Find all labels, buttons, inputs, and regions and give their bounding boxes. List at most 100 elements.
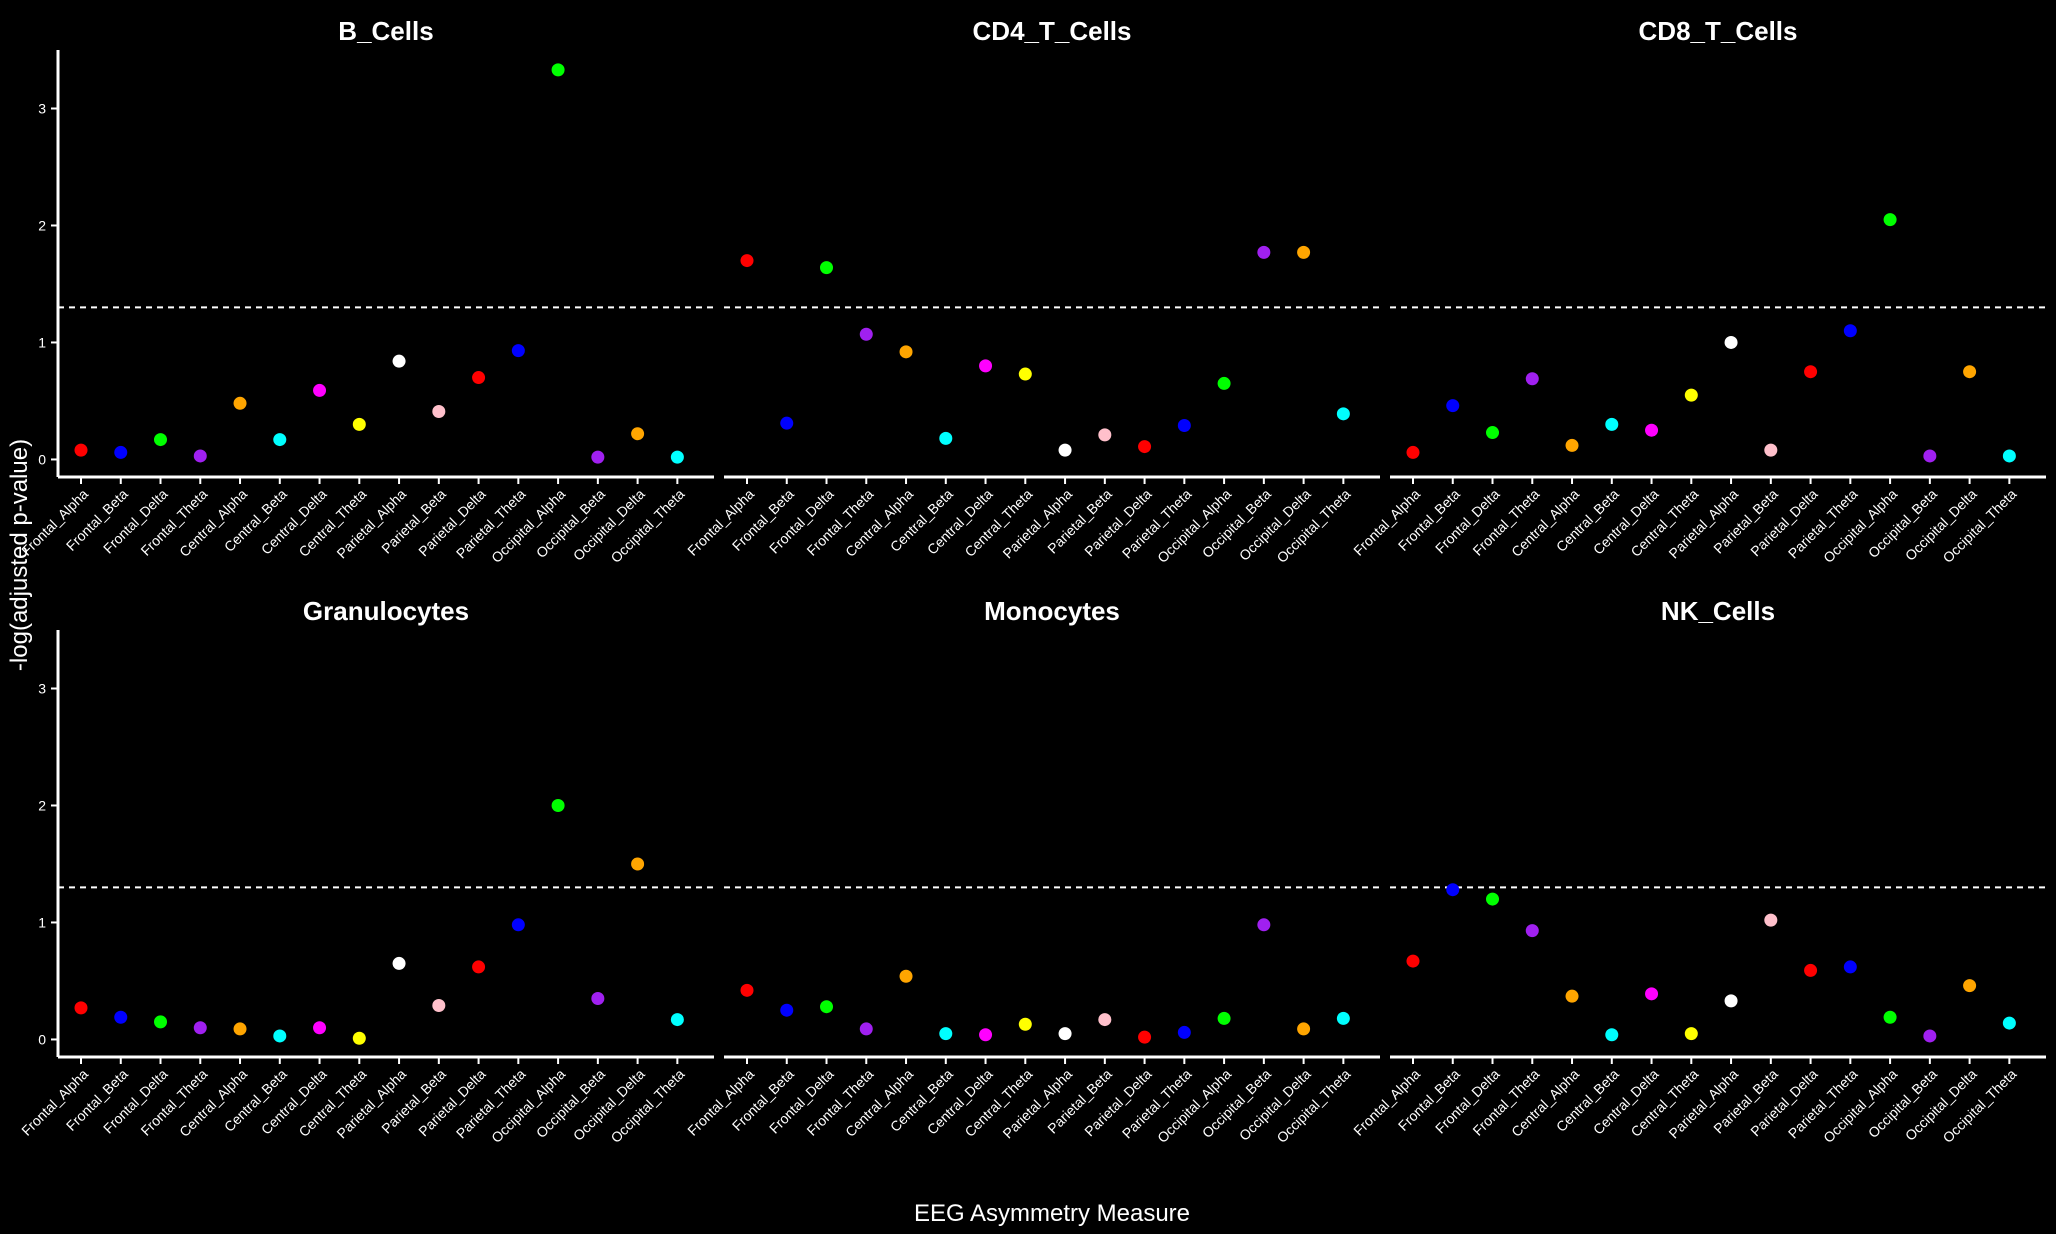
data-point-b-cells-frontal-theta [193, 449, 207, 463]
data-point-monocytes-central-beta [939, 1027, 953, 1041]
x-tick-label-occipital-theta: Occipital_Theta [607, 1066, 687, 1146]
data-point-monocytes-central-theta [1018, 1017, 1032, 1031]
data-point-cd8-t-cells-occipital-theta [2002, 449, 2016, 463]
y-tick-label: 2 [38, 217, 46, 233]
data-point-b-cells-parietal-theta [511, 344, 525, 358]
data-point-granulocytes-central-theta [352, 1031, 366, 1045]
data-point-b-cells-parietal-alpha [392, 354, 406, 368]
data-point-cd8-t-cells-occipital-beta [1923, 449, 1937, 463]
y-tick-label: 0 [38, 1031, 46, 1047]
data-point-monocytes-parietal-alpha [1058, 1027, 1072, 1041]
data-point-cd8-t-cells-parietal-delta [1804, 365, 1818, 379]
panel-title-granulocytes: Granulocytes [303, 596, 469, 626]
x-tick-label-parietal-theta: Parietal_Theta [1119, 486, 1195, 562]
data-point-cd4-t-cells-frontal-beta [780, 416, 794, 430]
data-point-monocytes-central-delta [979, 1028, 993, 1042]
data-point-monocytes-occipital-delta [1297, 1022, 1311, 1036]
data-point-granulocytes-frontal-delta [154, 1015, 168, 1029]
x-tick-label-occipital-theta: Occipital_Theta [1273, 1066, 1353, 1146]
facet-panels: B_Cells0123Frontal_AlphaFrontal_BetaFron… [18, 16, 2046, 1146]
data-point-b-cells-parietal-beta [432, 404, 446, 418]
x-tick-label-occipital-theta: Occipital_Theta [607, 486, 687, 566]
data-point-granulocytes-frontal-theta [193, 1021, 207, 1035]
data-point-granulocytes-occipital-delta [631, 857, 645, 871]
data-point-nk-cells-central-beta [1605, 1028, 1619, 1042]
x-tick-label-occipital-beta: Occipital_Beta [1865, 486, 1940, 561]
data-point-cd4-t-cells-central-delta [979, 359, 993, 373]
data-point-cd8-t-cells-central-theta [1684, 388, 1698, 402]
data-point-monocytes-frontal-theta [859, 1022, 873, 1036]
data-point-cd8-t-cells-parietal-beta [1764, 443, 1778, 457]
data-point-nk-cells-parietal-beta [1764, 913, 1778, 927]
data-point-granulocytes-occipital-theta [670, 1013, 684, 1027]
data-point-b-cells-parietal-delta [472, 371, 486, 385]
data-point-monocytes-parietal-beta [1098, 1013, 1112, 1027]
data-point-b-cells-occipital-theta [670, 450, 684, 464]
data-point-nk-cells-occipital-alpha [1883, 1010, 1897, 1024]
x-tick-label-parietal-alpha: Parietal_Alpha [999, 1066, 1075, 1142]
y-tick-label: 3 [38, 680, 46, 696]
data-point-nk-cells-central-theta [1684, 1027, 1698, 1041]
data-point-nk-cells-frontal-delta [1486, 892, 1500, 906]
data-point-cd8-t-cells-frontal-beta [1446, 399, 1460, 413]
data-point-monocytes-occipital-theta [1336, 1011, 1350, 1025]
y-tick-label: 2 [38, 797, 46, 813]
y-tick-label: 0 [38, 451, 46, 467]
data-point-granulocytes-occipital-alpha [551, 798, 565, 812]
data-point-granulocytes-frontal-alpha [74, 1001, 88, 1015]
data-point-granulocytes-central-delta [313, 1021, 327, 1035]
x-tick-label-frontal-alpha: Frontal_Alpha [684, 1066, 757, 1139]
data-point-b-cells-central-delta [313, 383, 327, 397]
data-point-granulocytes-parietal-alpha [392, 956, 406, 970]
data-point-nk-cells-parietal-alpha [1724, 994, 1738, 1008]
data-point-nk-cells-parietal-theta [1843, 960, 1857, 974]
data-point-granulocytes-parietal-delta [472, 960, 486, 974]
data-point-cd4-t-cells-parietal-delta [1138, 440, 1152, 454]
data-point-nk-cells-frontal-alpha [1406, 954, 1420, 968]
data-point-monocytes-occipital-beta [1257, 918, 1271, 932]
data-point-cd8-t-cells-frontal-delta [1486, 426, 1500, 440]
data-point-b-cells-central-theta [352, 417, 366, 431]
facet-cd8-t-cells: CD8_T_CellsFrontal_AlphaFrontal_BetaFron… [1350, 16, 2046, 566]
data-point-cd4-t-cells-parietal-beta [1098, 428, 1112, 442]
data-point-granulocytes-central-beta [273, 1029, 287, 1043]
x-tick-label-parietal-theta: Parietal_Theta [453, 1066, 529, 1142]
data-point-cd4-t-cells-central-alpha [899, 345, 913, 359]
data-point-monocytes-central-alpha [899, 969, 913, 983]
data-point-monocytes-frontal-delta [820, 1000, 834, 1014]
data-point-monocytes-occipital-alpha [1217, 1011, 1231, 1025]
facet-monocytes: MonocytesFrontal_AlphaFrontal_BetaFronta… [684, 596, 1380, 1146]
data-point-cd4-t-cells-frontal-theta [859, 327, 873, 341]
x-tick-label-parietal-alpha: Parietal_Alpha [999, 486, 1075, 562]
x-tick-label-frontal-alpha: Frontal_Alpha [1350, 1066, 1423, 1139]
x-tick-label-occipital-beta: Occipital_Beta [1865, 1066, 1940, 1141]
facet-nk-cells: NK_CellsFrontal_AlphaFrontal_BetaFrontal… [1350, 596, 2046, 1146]
data-point-cd8-t-cells-frontal-alpha [1406, 445, 1420, 459]
x-tick-label-parietal-theta: Parietal_Theta [453, 486, 529, 562]
data-point-cd4-t-cells-central-theta [1018, 367, 1032, 381]
data-point-cd4-t-cells-parietal-alpha [1058, 443, 1072, 457]
data-point-granulocytes-frontal-beta [114, 1010, 128, 1024]
data-point-nk-cells-frontal-beta [1446, 883, 1460, 897]
x-tick-label-occipital-theta: Occipital_Theta [1939, 1066, 2019, 1146]
x-tick-label-frontal-alpha: Frontal_Alpha [1350, 486, 1423, 559]
panel-title-nk-cells: NK_Cells [1661, 596, 1775, 626]
data-point-b-cells-occipital-delta [631, 427, 645, 441]
data-point-nk-cells-parietal-delta [1804, 963, 1818, 977]
data-point-nk-cells-occipital-theta [2002, 1016, 2016, 1030]
data-point-granulocytes-central-alpha [233, 1022, 247, 1036]
x-tick-label-parietal-alpha: Parietal_Alpha [1665, 486, 1741, 562]
facet-b-cells: B_Cells0123Frontal_AlphaFrontal_BetaFron… [18, 16, 714, 566]
x-tick-label-occipital-beta: Occipital_Beta [1199, 1066, 1274, 1141]
data-point-cd4-t-cells-occipital-alpha [1217, 376, 1231, 390]
data-point-cd4-t-cells-occipital-beta [1257, 245, 1271, 259]
x-tick-label-occipital-beta: Occipital_Beta [533, 1066, 608, 1141]
data-point-monocytes-parietal-theta [1177, 1025, 1191, 1039]
x-tick-label-parietal-theta: Parietal_Theta [1785, 486, 1861, 562]
data-point-nk-cells-occipital-beta [1923, 1029, 1937, 1043]
data-point-monocytes-frontal-alpha [740, 983, 754, 997]
data-point-cd4-t-cells-occipital-theta [1336, 407, 1350, 421]
x-tick-label-frontal-alpha: Frontal_Alpha [684, 486, 757, 559]
data-point-b-cells-occipital-alpha [551, 63, 565, 77]
